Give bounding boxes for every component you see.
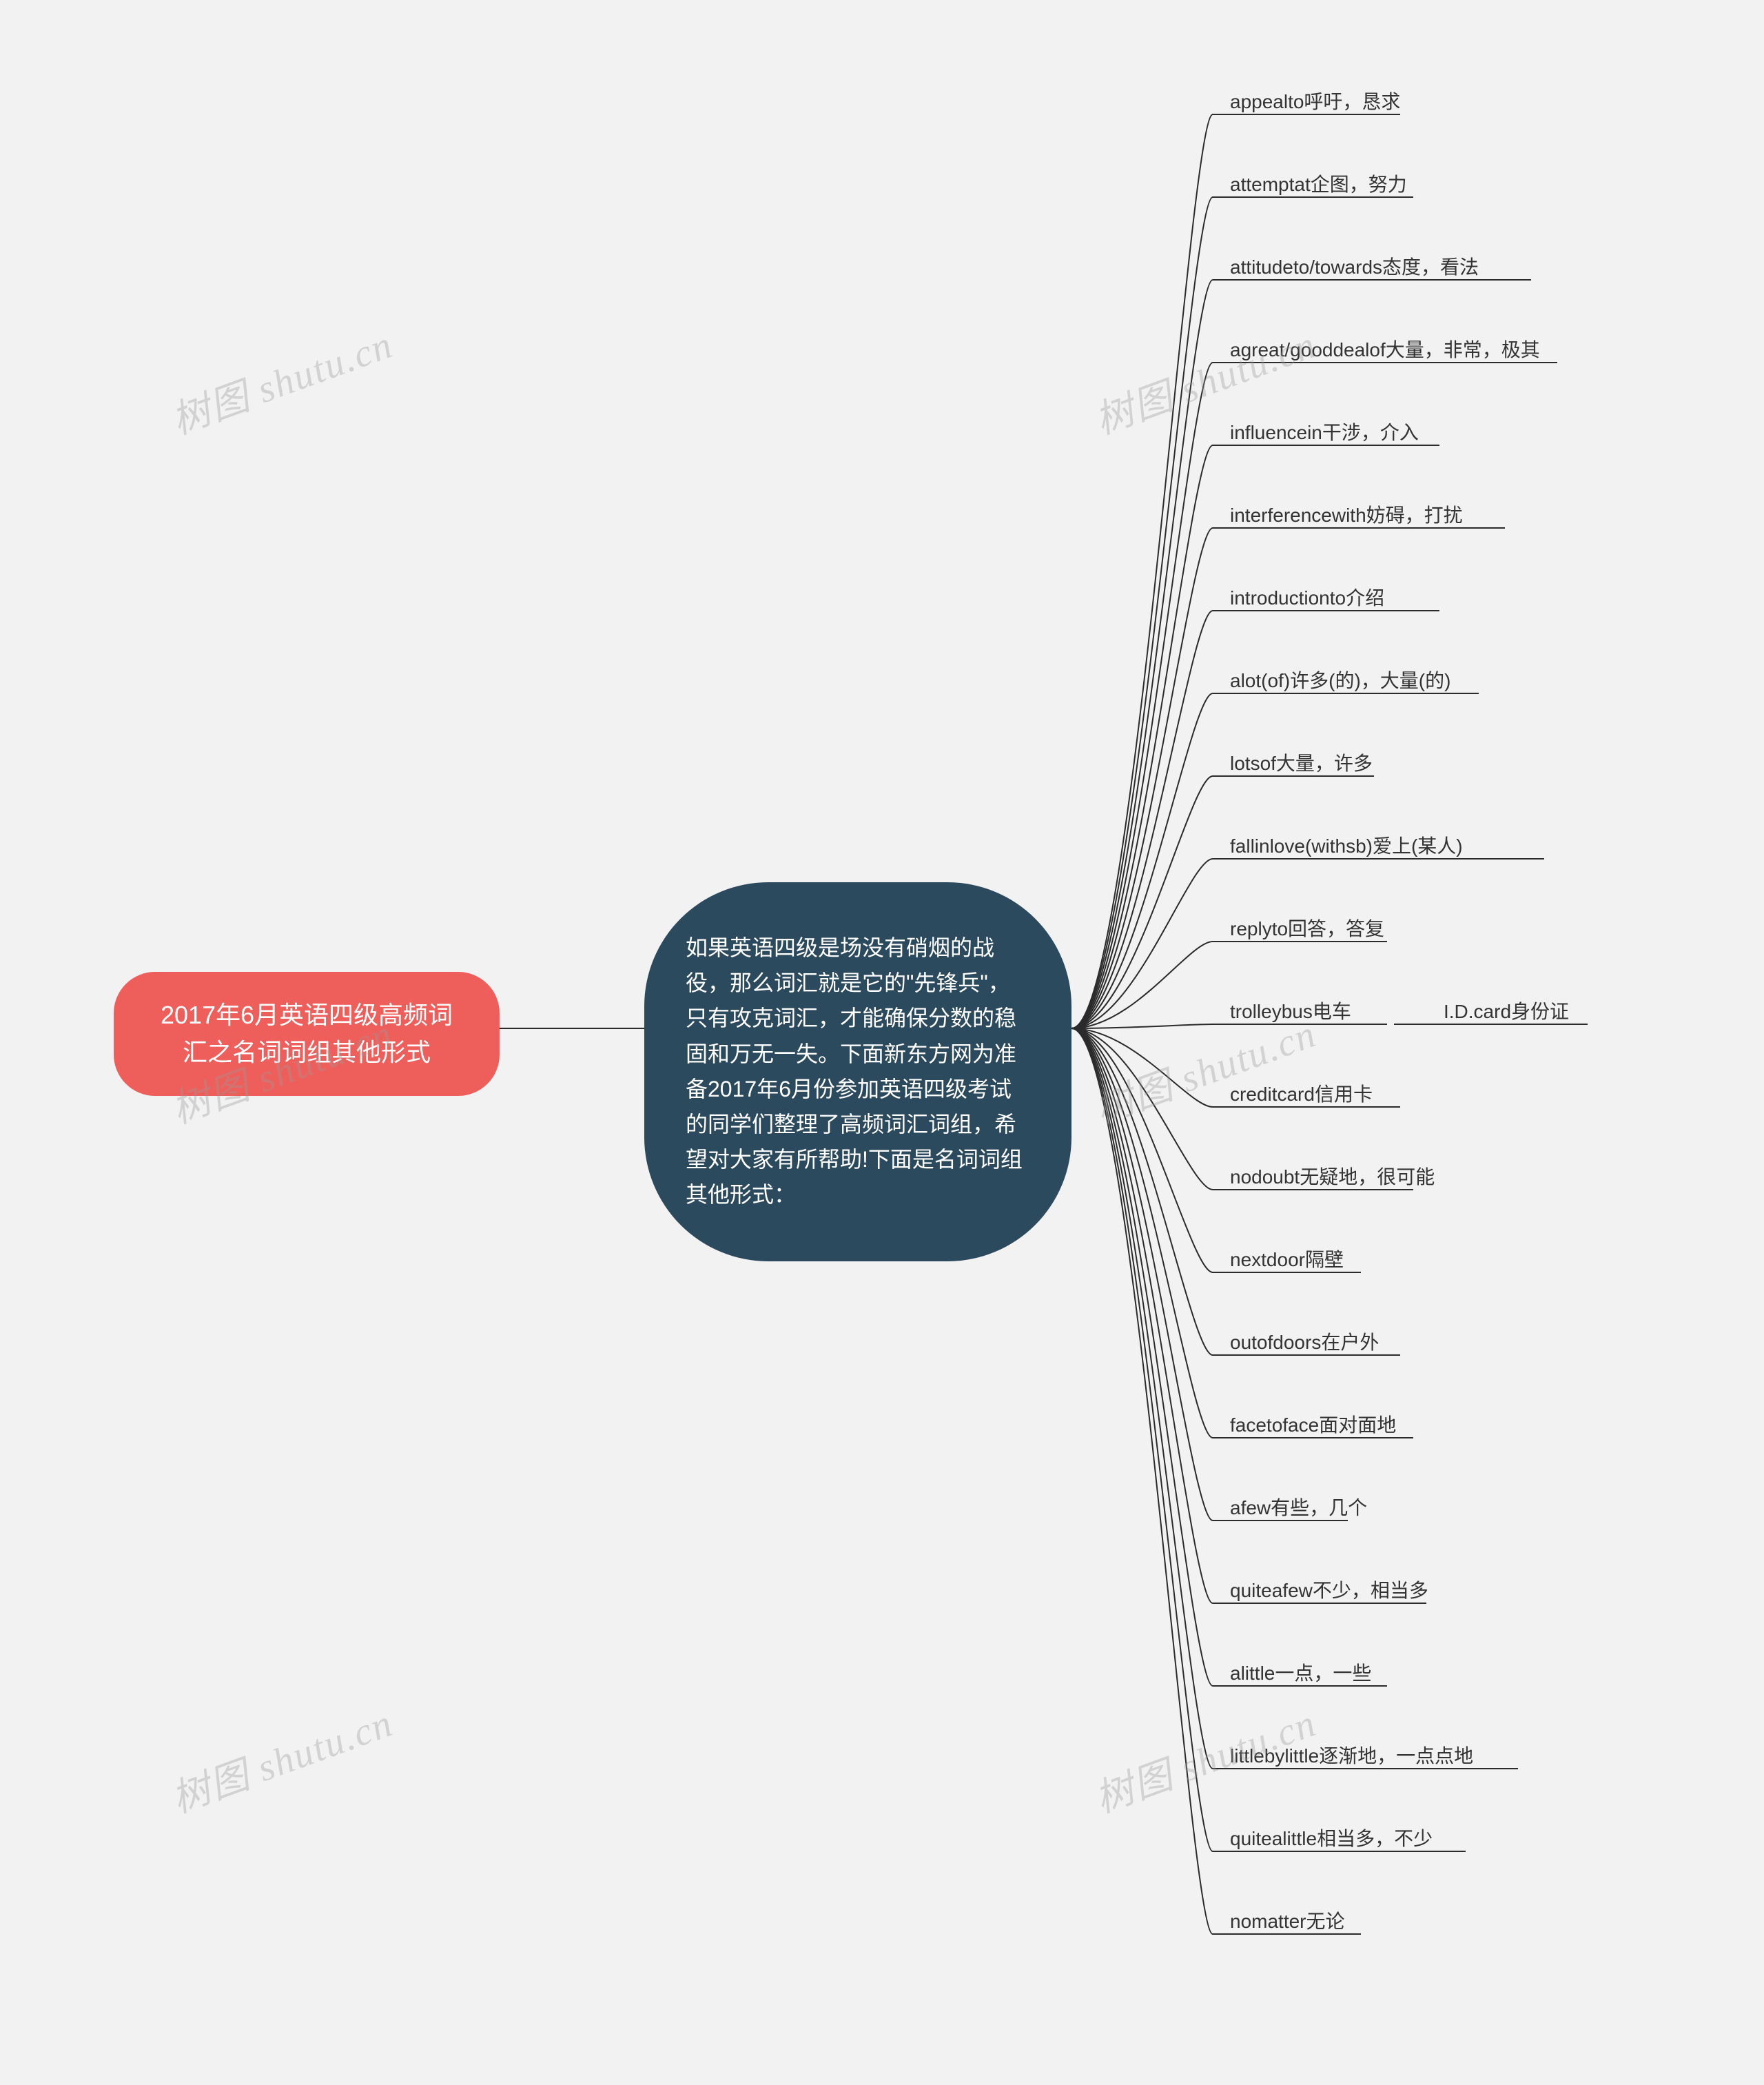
leaf-node: afew有些，几个 [1230,1494,1367,1521]
root-node: 2017年6月英语四级高频词汇之名词词组其他形式 [114,972,500,1096]
leaf-text: afew有些，几个 [1230,1497,1367,1518]
leaf-text: lotsof大量，许多 [1230,753,1373,774]
leaf-node: quitealittle相当多，不少 [1230,1825,1433,1852]
root-text: 2017年6月英语四级高频词汇之名词词组其他形式 [161,1001,453,1066]
leaf-node: littlebylittle逐渐地，一点点地 [1230,1742,1473,1769]
watermark: 树图 shutu.cn [163,1692,400,1824]
leaf-text: quitealittle相当多，不少 [1230,1828,1433,1849]
leaf-node: alittle一点，一些 [1230,1660,1371,1687]
leaf-node: introductionto介绍 [1230,584,1384,611]
leaf-text: alot(of)许多(的)，大量(的) [1230,670,1450,691]
leaf-node: facetoface面对面地 [1230,1412,1396,1438]
description-text: 如果英语四级是场没有硝烟的战役，那么词汇就是它的"先锋兵"，只有攻克词汇，才能确… [686,935,1023,1207]
leaf-text: attemptat企图，努力 [1230,174,1407,195]
leaf-text: outofdoors在户外 [1230,1332,1379,1353]
leaf-text: introductionto介绍 [1230,587,1384,609]
mindmap-canvas: 2017年6月英语四级高频词汇之名词词组其他形式 如果英语四级是场没有硝烟的战役… [0,0,1764,2085]
leaf-text: appealto呼吁，恳求 [1230,91,1400,112]
sub-leaf-text: I.D.card身份证 [1444,1001,1569,1022]
leaf-node: nodoubt无疑地，很可能 [1230,1163,1435,1190]
watermark: 树图 shutu.cn [163,314,400,445]
leaf-node: outofdoors在户外 [1230,1329,1379,1356]
leaf-text: influencein干涉，介入 [1230,422,1419,443]
leaf-node: agreat/gooddealof大量，非常，极其 [1230,336,1540,363]
description-node: 如果英语四级是场没有硝烟的战役，那么词汇就是它的"先锋兵"，只有攻克词汇，才能确… [644,882,1071,1261]
leaf-text: alittle一点，一些 [1230,1662,1371,1684]
leaf-node: attemptat企图，努力 [1230,171,1407,198]
leaf-text: agreat/gooddealof大量，非常，极其 [1230,339,1540,360]
leaf-node: appealto呼吁，恳求 [1230,88,1400,115]
leaf-text: nodoubt无疑地，很可能 [1230,1166,1435,1188]
leaf-text: littlebylittle逐渐地，一点点地 [1230,1745,1473,1767]
leaf-text: creditcard信用卡 [1230,1084,1373,1105]
leaf-text: attitudeto/towards态度，看法 [1230,256,1479,278]
leaf-node: interferencewith妨碍，打扰 [1230,502,1463,529]
leaf-node: alot(of)许多(的)，大量(的) [1230,667,1450,694]
leaf-node: nomatter无论 [1230,1908,1345,1935]
leaf-node: trolleybus电车 [1230,998,1351,1025]
sub-leaf-node: I.D.card身份证 [1444,998,1569,1025]
leaf-text: replyto回答，答复 [1230,918,1384,939]
leaf-text: nomatter无论 [1230,1911,1345,1932]
leaf-node: fallinlove(withsb)爱上(某人) [1230,833,1463,860]
leaf-node: quiteafew不少，相当多 [1230,1577,1428,1604]
leaf-node: influencein干涉，介入 [1230,419,1419,446]
leaf-text: facetoface面对面地 [1230,1414,1396,1436]
leaf-node: lotsof大量，许多 [1230,750,1373,777]
leaf-text: nextdoor隔壁 [1230,1249,1344,1270]
leaf-node: creditcard信用卡 [1230,1081,1373,1108]
leaf-node: replyto回答，答复 [1230,915,1384,942]
leaf-text: trolleybus电车 [1230,1001,1351,1022]
leaf-node: attitudeto/towards态度，看法 [1230,254,1479,281]
leaf-node: nextdoor隔壁 [1230,1246,1344,1273]
leaf-text: interferencewith妨碍，打扰 [1230,505,1463,526]
leaf-text: fallinlove(withsb)爱上(某人) [1230,835,1463,857]
leaf-text: quiteafew不少，相当多 [1230,1580,1428,1601]
